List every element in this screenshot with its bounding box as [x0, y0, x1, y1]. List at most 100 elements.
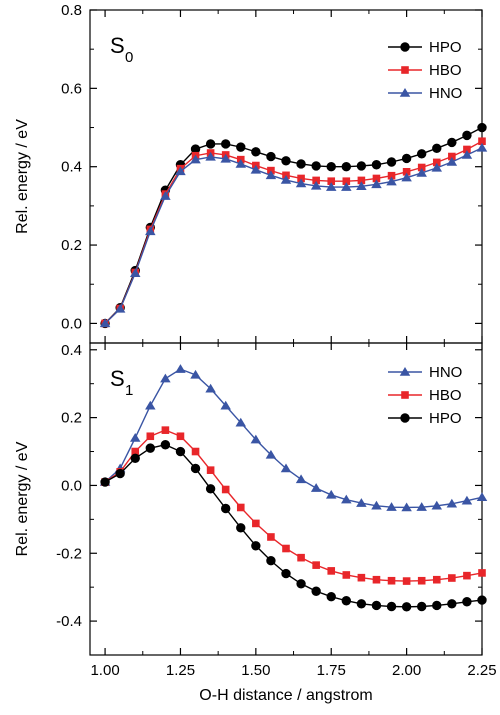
data-point — [114, 303, 126, 313]
data-point — [327, 177, 336, 186]
data-point — [371, 500, 382, 510]
y-tick-label: 0.4 — [61, 342, 82, 359]
data-point — [448, 574, 456, 582]
data-point — [310, 180, 322, 190]
series-line — [104, 126, 483, 324]
data-point — [220, 503, 231, 514]
data-point — [250, 164, 262, 174]
data-point — [251, 147, 261, 157]
data-point — [130, 453, 140, 464]
data-point — [297, 553, 305, 562]
data-point — [357, 573, 366, 582]
series-hbo — [101, 426, 486, 585]
data-point — [401, 502, 412, 512]
x-tick-label: 1.25 — [166, 662, 195, 679]
data-point — [327, 567, 336, 575]
data-point — [462, 597, 472, 607]
data-point — [161, 426, 170, 434]
data-point — [416, 149, 427, 159]
data-point — [205, 151, 216, 161]
data-point — [432, 575, 441, 584]
legend-entry-hbo: HBO — [388, 62, 462, 79]
data-point — [267, 533, 275, 541]
data-point — [220, 400, 231, 410]
data-point — [372, 174, 381, 183]
data-point — [175, 364, 186, 373]
data-point — [145, 443, 156, 453]
data-point — [190, 463, 201, 474]
data-point — [310, 483, 322, 492]
data-point — [280, 175, 292, 184]
data-point — [191, 447, 200, 456]
data-point — [190, 154, 201, 164]
data-point — [295, 178, 307, 188]
data-point — [311, 161, 321, 171]
data-point — [281, 568, 291, 579]
data-point — [386, 601, 397, 612]
data-point — [356, 498, 367, 507]
data-point — [115, 468, 125, 479]
x-axis-title: O-H distance / angstrom — [199, 687, 372, 704]
data-point — [220, 153, 231, 163]
data-point — [447, 599, 457, 609]
data-point — [402, 167, 411, 176]
data-point — [446, 157, 458, 166]
data-point — [446, 498, 458, 508]
panel-s0: 0.0 0.2 0.4 0.6 0.8 Rel. energy / eV S 0 HPO HBO H… — [14, 2, 488, 344]
series-hpo — [100, 440, 487, 612]
data-point — [356, 599, 367, 609]
data-point — [417, 163, 426, 172]
data-point — [402, 577, 411, 585]
data-point — [386, 502, 397, 511]
data-point — [401, 602, 412, 612]
legend-entry-hno: HNO — [388, 364, 462, 381]
series-line — [104, 368, 483, 509]
data-point — [160, 373, 171, 383]
x-tick-label: 2.00 — [392, 662, 421, 679]
data-point — [356, 181, 367, 191]
data-point — [386, 157, 397, 167]
data-point — [145, 226, 156, 236]
data-point — [220, 139, 231, 149]
y-tick-label: -0.2 — [56, 545, 82, 562]
series-hno — [99, 142, 488, 328]
y-tick-label: 0.2 — [61, 237, 82, 254]
data-point — [371, 160, 382, 170]
x-tick-label: 1.00 — [90, 662, 119, 679]
data-point — [401, 172, 412, 182]
data-point — [342, 571, 351, 579]
data-point — [296, 159, 306, 169]
data-point — [342, 177, 351, 186]
x-tick-label: 1.50 — [241, 662, 270, 679]
data-point — [432, 143, 442, 153]
data-point — [265, 170, 277, 180]
legend-entry-hpo: HPO — [388, 410, 462, 427]
data-point — [176, 432, 185, 441]
legend-label: HPO — [429, 410, 462, 427]
series-line — [104, 429, 483, 582]
data-point — [476, 492, 488, 502]
data-point — [250, 434, 262, 444]
data-point — [190, 369, 201, 379]
data-point — [145, 400, 156, 410]
data-point — [205, 139, 216, 149]
y-tick-label: 0.0 — [61, 477, 82, 494]
data-point — [266, 151, 276, 162]
data-point — [447, 137, 457, 148]
data-point — [326, 591, 336, 602]
data-point — [205, 383, 216, 393]
series-hno — [99, 364, 488, 512]
data-point — [175, 166, 186, 176]
data-point — [265, 449, 277, 459]
data-point — [462, 130, 472, 141]
series-hbo — [101, 137, 486, 328]
data-point — [341, 596, 352, 606]
legend-entry-hpo: HPO — [388, 39, 462, 56]
data-point — [325, 489, 337, 499]
data-point — [312, 561, 320, 569]
legend-marker — [400, 413, 410, 423]
data-point — [266, 556, 276, 566]
legend-label: HBO — [429, 62, 462, 79]
data-point — [401, 153, 412, 164]
data-point — [432, 600, 442, 611]
